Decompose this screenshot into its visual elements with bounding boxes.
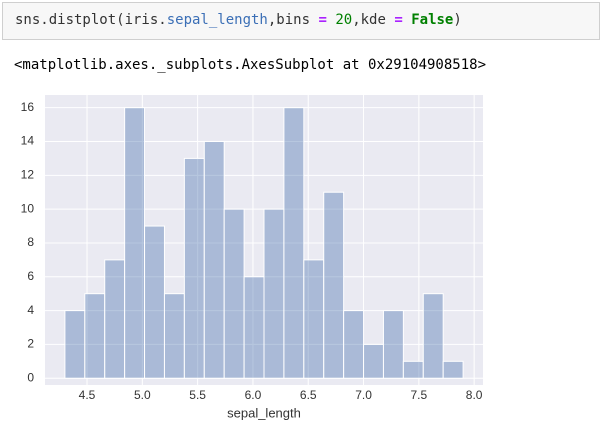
code-token: = <box>318 12 327 28</box>
bar <box>363 343 384 379</box>
code-token: = <box>394 12 403 28</box>
y-tick-label: 12 <box>21 167 35 181</box>
code-token: ) <box>453 12 462 28</box>
code-token: sns.distplot(iris. <box>15 12 167 28</box>
bar <box>283 107 305 379</box>
code-token: 20 <box>326 12 353 28</box>
bar <box>402 360 424 379</box>
x-tick-label: 6.0 <box>245 388 262 402</box>
bar <box>422 293 444 379</box>
x-tick-label: 5.5 <box>189 388 206 402</box>
output-text: <matplotlib.axes._subplots.AxesSubplot a… <box>14 57 487 73</box>
x-tick-label: 7.5 <box>411 388 428 402</box>
y-tick-label: 0 <box>27 370 34 384</box>
bar <box>323 191 345 379</box>
bar <box>124 107 146 379</box>
y-tick-label: 8 <box>27 235 34 249</box>
y-tick-label: 14 <box>21 134 35 148</box>
x-tick-label: 4.5 <box>79 388 96 402</box>
bar <box>243 276 265 379</box>
x-tick-label: 7.0 <box>355 388 372 402</box>
chart: sepal_length 0 2 4 6 8 10 12 14 16 4.5 5.0 5.5 6.0 6.… <box>21 95 483 420</box>
bar <box>223 208 245 379</box>
code-cell[interactable]: sns.distplot(iris.sepal_length,bins = 20… <box>2 2 600 40</box>
y-tick-label: 6 <box>27 269 34 283</box>
bar <box>163 293 185 379</box>
bar <box>263 208 285 379</box>
code: sns.distplot(iris.sepal_length,bins = 20… <box>15 12 462 28</box>
bar <box>303 259 325 379</box>
y-tick-label: 4 <box>27 303 34 317</box>
y-tick-label: 2 <box>27 337 34 351</box>
x-tick-label: 5.0 <box>134 388 151 402</box>
bar <box>104 259 126 379</box>
code-token: sepal_length <box>166 12 268 28</box>
x-tick-label: 8.0 <box>466 388 483 402</box>
bar <box>84 293 106 379</box>
code-token: ,kde <box>352 12 395 28</box>
x-tick-label: 6.5 <box>300 388 317 402</box>
bar <box>343 310 365 379</box>
bar <box>442 360 464 379</box>
y-tick-label: 16 <box>21 100 35 114</box>
bar <box>183 157 205 379</box>
code-token: False <box>402 12 454 28</box>
x-axis-label: sepal_length <box>227 405 301 420</box>
bar <box>144 225 165 379</box>
code-token: ,bins <box>267 12 319 28</box>
bar <box>64 310 86 379</box>
bar <box>382 310 404 379</box>
bar <box>203 141 225 379</box>
y-tick-label: 10 <box>21 201 35 215</box>
